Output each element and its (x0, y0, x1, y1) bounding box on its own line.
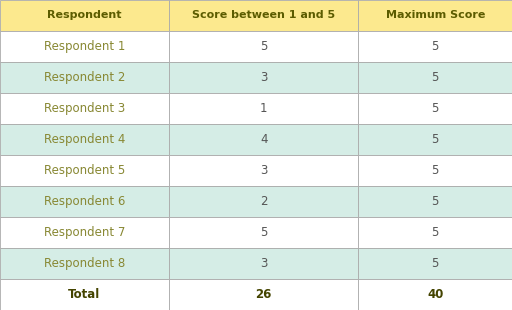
Bar (0, 186, 169, 217)
Text: 5: 5 (432, 71, 439, 84)
Text: Respondent 5: Respondent 5 (44, 164, 125, 177)
Text: Respondent 8: Respondent 8 (44, 257, 125, 270)
Bar (0, 0, 169, 31)
Bar (358, 31, 512, 62)
Bar (169, 31, 358, 62)
Text: 3: 3 (260, 71, 267, 84)
Bar (358, 155, 512, 186)
Bar (0, 248, 169, 279)
Text: 1: 1 (260, 102, 267, 115)
Text: Respondent 7: Respondent 7 (44, 226, 125, 239)
Text: Respondent: Respondent (47, 11, 122, 20)
Bar (358, 279, 512, 310)
Text: Respondent 3: Respondent 3 (44, 102, 125, 115)
Text: Maximum Score: Maximum Score (386, 11, 485, 20)
Text: 3: 3 (260, 257, 267, 270)
Text: 4: 4 (260, 133, 267, 146)
Bar (358, 186, 512, 217)
Text: 2: 2 (260, 195, 267, 208)
Text: 5: 5 (260, 40, 267, 53)
Bar (169, 93, 358, 124)
Bar (0, 155, 169, 186)
Bar (169, 248, 358, 279)
Bar (358, 217, 512, 248)
Text: 5: 5 (432, 40, 439, 53)
Text: Score between 1 and 5: Score between 1 and 5 (192, 11, 335, 20)
Text: 40: 40 (427, 288, 443, 301)
Bar (0, 62, 169, 93)
Bar (169, 124, 358, 155)
Bar (358, 93, 512, 124)
Bar (169, 62, 358, 93)
Bar (358, 248, 512, 279)
Bar (0, 124, 169, 155)
Text: 5: 5 (260, 226, 267, 239)
Bar (169, 279, 358, 310)
Text: 3: 3 (260, 164, 267, 177)
Text: 5: 5 (432, 226, 439, 239)
Text: 5: 5 (432, 257, 439, 270)
Bar (169, 217, 358, 248)
Bar (358, 124, 512, 155)
Text: 26: 26 (255, 288, 272, 301)
Bar (0, 31, 169, 62)
Text: 5: 5 (432, 133, 439, 146)
Text: 5: 5 (432, 195, 439, 208)
Bar (0, 217, 169, 248)
Text: Respondent 1: Respondent 1 (44, 40, 125, 53)
Bar (358, 62, 512, 93)
Bar (0, 279, 169, 310)
Bar (358, 0, 512, 31)
Text: Total: Total (69, 288, 100, 301)
Bar (169, 155, 358, 186)
Text: Respondent 6: Respondent 6 (44, 195, 125, 208)
Text: Respondent 4: Respondent 4 (44, 133, 125, 146)
Text: 5: 5 (432, 164, 439, 177)
Bar (169, 0, 358, 31)
Text: 5: 5 (432, 102, 439, 115)
Bar (0, 93, 169, 124)
Bar (169, 186, 358, 217)
Text: Respondent 2: Respondent 2 (44, 71, 125, 84)
